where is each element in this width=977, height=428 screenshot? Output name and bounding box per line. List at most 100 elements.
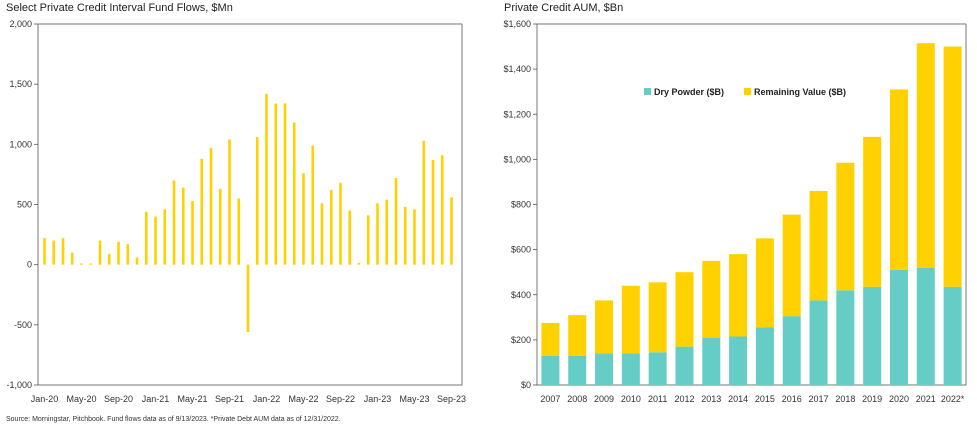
remaining-value-bar [782, 214, 801, 317]
left-x-tick-label: May-20 [66, 394, 96, 404]
right-x-tick-label: 2008 [567, 394, 587, 404]
flow-bar [302, 173, 305, 265]
remaining-value-bar [943, 46, 962, 287]
left-y-tick-label: -1,000 [6, 380, 32, 390]
remaining-value-bar [863, 136, 882, 287]
right-x-tick-label: 2019 [862, 394, 882, 404]
left-chart-title: Select Private Credit Interval Fund Flow… [6, 2, 233, 14]
flow-bar [422, 140, 426, 265]
left-x-tick-label: Jan-21 [142, 394, 170, 404]
dry-powder-bar [621, 353, 640, 385]
right-y-tick-label: $0 [521, 380, 531, 390]
remaining-value-bar [836, 162, 855, 291]
right-y-tick-label: $600 [511, 245, 531, 255]
dry-powder-bar [541, 355, 560, 385]
source-note: Source: Morningstar, Pitchbook. Fund flo… [6, 416, 341, 423]
dry-powder-bar [836, 290, 855, 385]
flow-bar [117, 241, 120, 265]
flow-bar [292, 122, 296, 265]
remaining-value-bar [729, 254, 748, 337]
flow-bar [265, 93, 268, 265]
right-y-tick-label: $1,600 [503, 19, 531, 29]
remaining-value-bar [568, 315, 587, 356]
dry-powder-bar [595, 353, 614, 385]
legend-label-remaining-value: Remaining Value ($B) [754, 87, 846, 97]
dry-powder-bar [702, 337, 721, 385]
flow-bar [172, 180, 176, 265]
remaining-value-bar [541, 322, 560, 356]
left-y-tick-label: 500 [17, 200, 32, 210]
flow-bar [135, 257, 139, 265]
right-x-tick-label: 2015 [755, 394, 775, 404]
flow-bar [440, 155, 444, 265]
flow-bar [126, 244, 130, 265]
flow-bar [329, 190, 333, 265]
left-y-tick-label: 1,500 [9, 79, 32, 89]
dry-powder-bar [755, 327, 774, 385]
left-x-tick-label: May-23 [399, 394, 429, 404]
right-x-tick-label: 2012 [674, 394, 694, 404]
remaining-value-bar [621, 285, 640, 354]
flow-bar [154, 216, 157, 265]
right-x-tick-label: 2011 [648, 394, 667, 404]
flow-bar [385, 199, 389, 265]
remaining-value-bar [675, 272, 694, 347]
dry-powder-bar [568, 355, 587, 385]
flow-bar [218, 188, 222, 265]
dry-powder-bar [916, 267, 935, 385]
flow-bar [209, 147, 213, 265]
right-x-tick-label: 2021 [916, 394, 936, 404]
flow-bar [52, 240, 56, 265]
left-y-tick-label: -500 [14, 320, 32, 330]
flow-bar [80, 263, 83, 265]
dry-powder-bar [943, 286, 962, 385]
flow-bar [311, 145, 315, 265]
flow-bar [348, 210, 352, 265]
left-x-tick-label: Jan-20 [31, 394, 59, 404]
flow-bar [339, 182, 342, 265]
flow-bar [413, 209, 416, 265]
right-y-tick-label: $1,400 [503, 64, 531, 74]
flow-bar [163, 209, 167, 265]
flow-bar [181, 187, 185, 265]
flow-bar [255, 137, 259, 265]
flow-bar [200, 158, 204, 265]
right-x-tick-label: 2016 [782, 394, 802, 404]
flow-bar [431, 159, 435, 265]
legend-swatch-dry-powder [644, 88, 651, 95]
remaining-value-bar [702, 260, 721, 338]
right-x-tick-label: 2020 [889, 394, 909, 404]
remaining-value-bar [809, 190, 828, 301]
left-y-tick-label: 0 [27, 260, 32, 270]
flow-bar [89, 263, 93, 265]
left-x-tick-label: Sep-21 [215, 394, 244, 404]
right-x-tick-label: 2013 [701, 394, 721, 404]
right-x-tick-label: 2014 [728, 394, 748, 404]
right-x-tick-label: 2018 [835, 394, 855, 404]
right-y-tick-label: $200 [511, 335, 531, 345]
remaining-value-bar [595, 300, 614, 354]
remaining-value-bar [889, 89, 908, 270]
right-y-tick-label: $400 [511, 290, 531, 300]
dry-powder-bar [782, 316, 801, 385]
right-y-tick-label: $800 [511, 200, 531, 210]
flow-bar [61, 238, 65, 265]
flow-bar [43, 238, 46, 265]
flow-bar [394, 178, 398, 265]
legend-label-dry-powder: Dry Powder ($B) [654, 87, 724, 97]
flow-bar [228, 139, 231, 265]
flow-bar [107, 253, 111, 265]
right-x-tick-label: 2007 [540, 394, 560, 404]
flow-bar [246, 264, 250, 333]
right-x-tick-label: 2017 [809, 394, 829, 404]
flow-bar [403, 206, 407, 265]
dry-powder-bar [729, 336, 748, 385]
flow-bar [98, 240, 102, 265]
left-y-tick-label: 2,000 [9, 19, 32, 29]
flow-bar [191, 200, 194, 265]
flow-bar [144, 211, 148, 265]
dry-powder-bar [675, 346, 694, 385]
remaining-value-bar [648, 282, 667, 353]
left-x-tick-label: May-21 [177, 394, 207, 404]
